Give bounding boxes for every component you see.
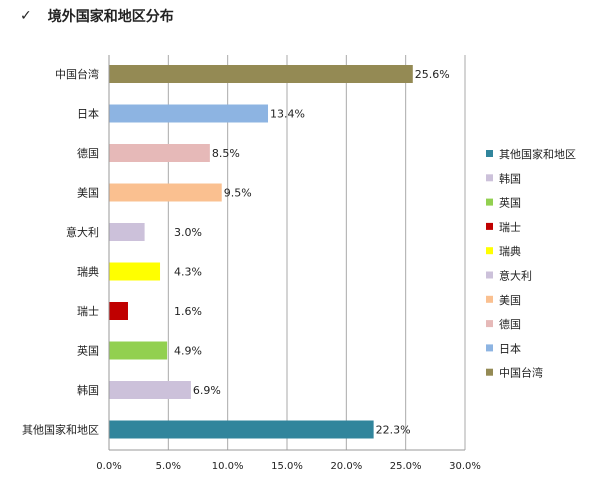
data-label: 4.9% [174, 345, 202, 358]
x-tick-label: 20.0% [330, 461, 362, 472]
category-label: 瑞典 [77, 265, 99, 279]
data-label: 25.6% [415, 68, 450, 81]
category-label: 中国台湾 [55, 67, 99, 81]
legend-label: 美国 [499, 294, 521, 307]
chart-heading: ✓ 境外国家和地区分布 [20, 6, 174, 26]
category-label: 日本 [77, 107, 99, 121]
legend-swatch [486, 247, 493, 255]
legend-swatch [486, 344, 493, 352]
legend-swatch [486, 198, 493, 206]
x-tick-label: 30.0% [449, 461, 481, 472]
legend-swatch [486, 150, 493, 157]
legend-label: 英国 [499, 196, 521, 210]
data-label: 22.3% [376, 424, 411, 437]
category-label: 其他国家和地区 [22, 423, 99, 437]
legend-label: 德国 [499, 317, 521, 331]
x-tick-label: 15.0% [271, 461, 303, 472]
x-tick-label: 5.0% [156, 461, 181, 472]
legend-label: 其他国家和地区 [499, 147, 576, 161]
legend-swatch [486, 271, 493, 279]
checkmark-icon: ✓ [20, 8, 32, 24]
legend-label: 意大利 [499, 269, 532, 283]
chart-title: 境外国家和地区分布 [47, 9, 174, 25]
bar [109, 302, 128, 320]
bar [109, 183, 222, 202]
x-tick-label: 10.0% [212, 461, 244, 472]
category-label: 美国 [77, 187, 99, 200]
data-label: 1.6% [174, 305, 202, 318]
category-label: 瑞士 [77, 304, 99, 318]
category-label: 韩国 [77, 383, 99, 397]
legend-swatch [486, 368, 493, 376]
legend-swatch [486, 222, 493, 230]
category-label: 德国 [77, 146, 99, 160]
legend-label: 瑞士 [499, 220, 521, 234]
legend-swatch [486, 320, 493, 328]
data-label: 13.4% [270, 108, 305, 121]
bar [109, 144, 210, 162]
bar [109, 381, 191, 399]
bar [109, 341, 168, 360]
data-label: 4.3% [174, 266, 202, 279]
legend-label: 瑞典 [499, 244, 521, 258]
legend-swatch [486, 295, 493, 303]
bar [109, 223, 145, 241]
category-label: 意大利 [66, 225, 99, 239]
bar [109, 420, 374, 439]
data-label: 8.5% [212, 147, 240, 160]
bar [109, 262, 161, 281]
data-label: 9.5% [224, 187, 252, 200]
x-tick-label: 0.0% [96, 461, 121, 472]
bar [109, 65, 413, 83]
legend-label: 韩国 [499, 171, 521, 185]
category-label: 英国 [77, 344, 99, 358]
legend-label: 中国台湾 [499, 366, 543, 380]
x-tick-label: 25.0% [390, 461, 422, 472]
legend-swatch [486, 174, 493, 182]
legend-label: 日本 [499, 341, 521, 355]
data-label: 3.0% [174, 226, 202, 239]
bar [109, 104, 269, 123]
data-label: 6.9% [193, 384, 221, 397]
